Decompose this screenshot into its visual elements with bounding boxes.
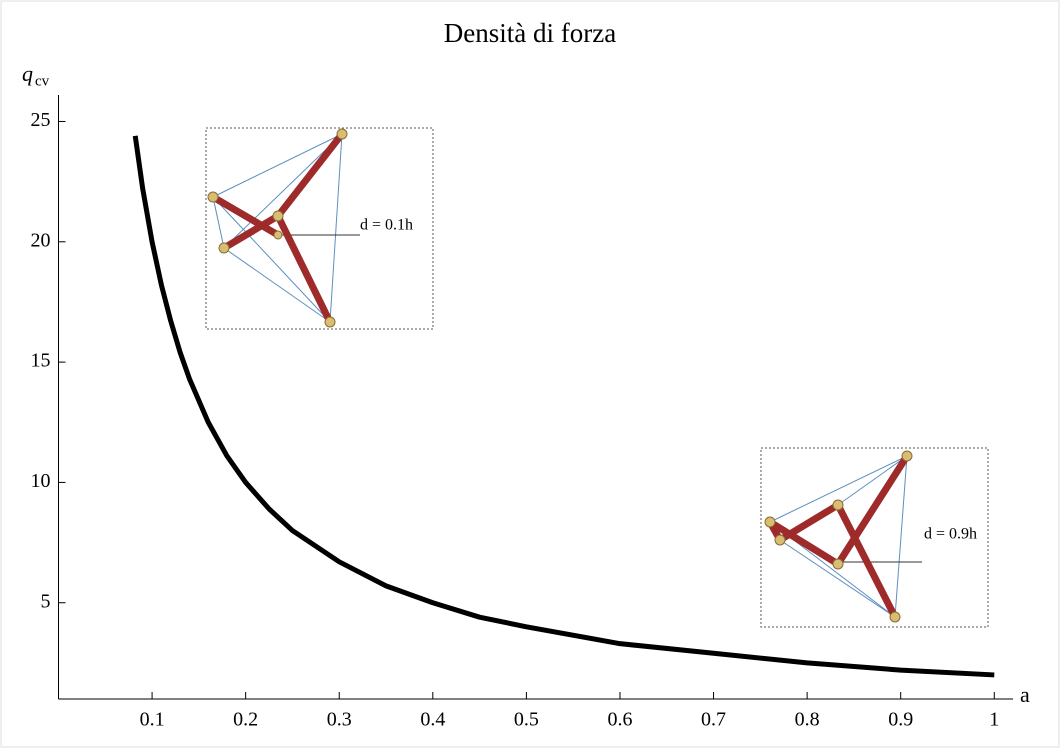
- x-tick-label: 0.8: [795, 709, 820, 731]
- y-axis-label: q: [22, 61, 33, 86]
- x-tick-label: 0.6: [607, 709, 632, 731]
- x-tick-label: 0.4: [420, 709, 445, 731]
- x-tick-label: 0.9: [888, 709, 913, 731]
- x-axis-label: a: [1020, 682, 1030, 707]
- annotation: d = 0.9h: [924, 526, 977, 543]
- y-tick-label: 25: [31, 109, 51, 131]
- y-tick-label: 15: [31, 350, 51, 372]
- frame: [1, 1, 1059, 747]
- x-tick-label: 0.2: [233, 709, 258, 731]
- chart: Densità di forza q cv a d = 0.1h d = 0.9…: [0, 0, 1060, 748]
- y-tick-label: 5: [41, 590, 51, 612]
- y-axis-label-sub: cv: [35, 73, 50, 89]
- x-tick-label: 0.5: [514, 709, 539, 731]
- chart-title: Densità di forza: [444, 18, 616, 48]
- x-tick-label: 0.1: [140, 709, 165, 731]
- annotation: d = 0.1h: [360, 217, 413, 234]
- y-tick-label: 10: [31, 470, 51, 492]
- y-tick-label: 20: [31, 229, 51, 251]
- x-tick-label: 0.3: [327, 709, 352, 731]
- x-tick-label: 1: [989, 709, 999, 731]
- x-tick-label: 0.7: [701, 709, 726, 731]
